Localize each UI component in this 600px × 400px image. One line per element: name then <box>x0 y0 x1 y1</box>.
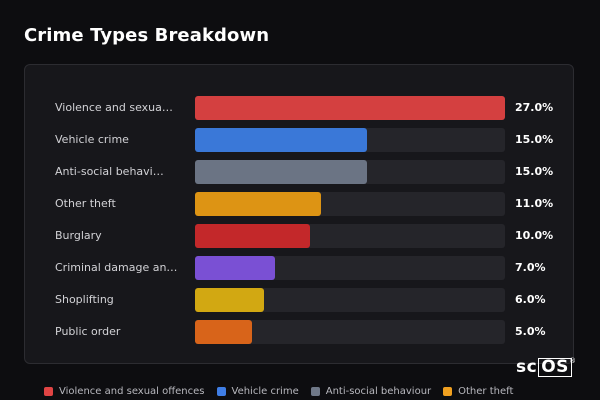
bar-value-label: 27.0% <box>515 101 554 114</box>
chart-panel: Violence and sexua… 27.0% Vehicle crime 15.… <box>24 64 574 364</box>
brand-logo: sc OS <box>516 357 572 377</box>
bar-label: Anti-social behavi… <box>55 165 164 178</box>
chart-title: Crime Types Breakdown <box>24 25 270 46</box>
bar-row: Shoplifting 6.0% <box>25 287 575 313</box>
bar-row: Vehicle crime 15.0% <box>25 127 575 153</box>
legend-label: Violence and sexual offences <box>59 386 205 397</box>
bar-value-label: 11.0% <box>515 197 554 210</box>
legend-item[interactable]: Other theft <box>443 386 513 397</box>
bar-value-label: 10.0% <box>515 229 554 242</box>
bar-value-label: 6.0% <box>515 293 546 306</box>
legend-item[interactable]: Vehicle crime <box>216 386 299 397</box>
bar-row: Violence and sexua… 27.0% <box>25 95 575 121</box>
logo-prefix: sc <box>516 357 538 377</box>
legend-label: Anti-social behaviour <box>325 386 432 397</box>
bar-label: Criminal damage an… <box>55 261 178 274</box>
bar[interactable] <box>195 256 275 280</box>
registered-mark: ® <box>569 357 576 365</box>
legend-item[interactable]: Violence and sexual offences <box>44 386 205 397</box>
bar-track <box>195 192 505 216</box>
bar-value-label: 5.0% <box>515 325 546 338</box>
bar-track <box>195 128 505 152</box>
bar-label: Burglary <box>55 229 102 242</box>
bar-row: Burglary 10.0% <box>25 223 575 249</box>
chart-legend: Violence and sexual offences Vehicle crim… <box>44 386 513 397</box>
bar[interactable] <box>195 288 264 312</box>
legend-label: Vehicle crime <box>231 386 299 397</box>
legend-item[interactable]: Anti-social behaviour <box>310 386 432 397</box>
bar-track <box>195 224 505 248</box>
legend-swatch <box>216 387 226 396</box>
logo-boxed-text: OS <box>538 357 572 377</box>
bar-row: Anti-social behavi… 15.0% <box>25 159 575 185</box>
bar-value-label: 7.0% <box>515 261 546 274</box>
bar-label: Violence and sexua… <box>55 101 173 114</box>
bar-track <box>195 160 505 184</box>
legend-swatch <box>443 387 453 396</box>
bar-label: Shoplifting <box>55 293 114 306</box>
bar[interactable] <box>195 160 367 184</box>
bar-value-label: 15.0% <box>515 165 554 178</box>
bar[interactable] <box>195 192 321 216</box>
bar-label: Vehicle crime <box>55 133 129 146</box>
bar-track <box>195 96 505 120</box>
bar[interactable] <box>195 224 310 248</box>
bar[interactable] <box>195 320 252 344</box>
bar-label: Other theft <box>55 197 116 210</box>
bar-row: Public order 5.0% <box>25 319 575 345</box>
bar-row: Criminal damage an… 7.0% <box>25 255 575 281</box>
bar-track <box>195 256 505 280</box>
legend-swatch <box>310 387 320 396</box>
legend-label: Other theft <box>458 386 514 397</box>
bar[interactable] <box>195 128 367 152</box>
bar[interactable] <box>195 96 505 120</box>
bar-value-label: 15.0% <box>515 133 554 146</box>
bar-track <box>195 320 505 344</box>
bar-label: Public order <box>55 325 121 338</box>
bar-track <box>195 288 505 312</box>
bar-row: Other theft 11.0% <box>25 191 575 217</box>
legend-swatch <box>44 387 53 396</box>
